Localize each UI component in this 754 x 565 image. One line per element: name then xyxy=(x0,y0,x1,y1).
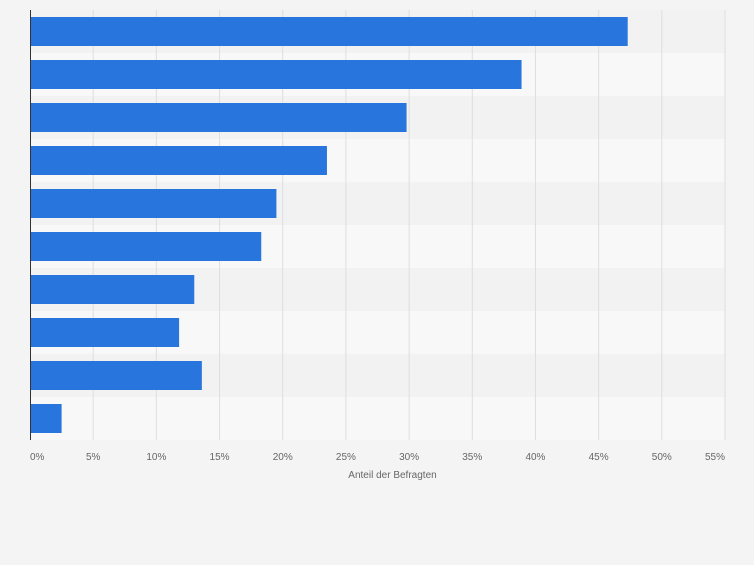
bar[interactable] xyxy=(30,232,262,261)
bar[interactable] xyxy=(30,146,327,175)
bar[interactable] xyxy=(30,404,62,433)
x-tick-label: 55% xyxy=(705,452,725,463)
bar[interactable] xyxy=(30,361,202,390)
bar[interactable] xyxy=(30,189,277,218)
x-tick-label: 40% xyxy=(525,452,545,463)
bar[interactable] xyxy=(30,318,180,347)
row-band xyxy=(30,397,725,440)
x-tick-label: 35% xyxy=(462,452,482,463)
bar[interactable] xyxy=(30,103,407,132)
x-tick-label: 20% xyxy=(273,452,293,463)
x-axis-title: Anteil der Befragten xyxy=(348,470,436,481)
x-tick-label: 5% xyxy=(86,452,101,463)
x-tick-label: 15% xyxy=(210,452,230,463)
bar-series xyxy=(30,17,628,433)
x-tick-label: 30% xyxy=(399,452,419,463)
bar[interactable] xyxy=(30,60,522,89)
x-tick-label: 45% xyxy=(589,452,609,463)
x-tick-label: 25% xyxy=(336,452,356,463)
bar[interactable] xyxy=(30,17,628,46)
x-tick-label: 10% xyxy=(146,452,166,463)
x-tick-labels: 0% 5% 10% 15% 20% 25% 30% 35% 40% 45% 50% 55% xyxy=(30,452,725,463)
x-tick-label: 0% xyxy=(30,452,45,463)
x-tick-label: 50% xyxy=(652,452,672,463)
bar[interactable] xyxy=(30,275,195,304)
